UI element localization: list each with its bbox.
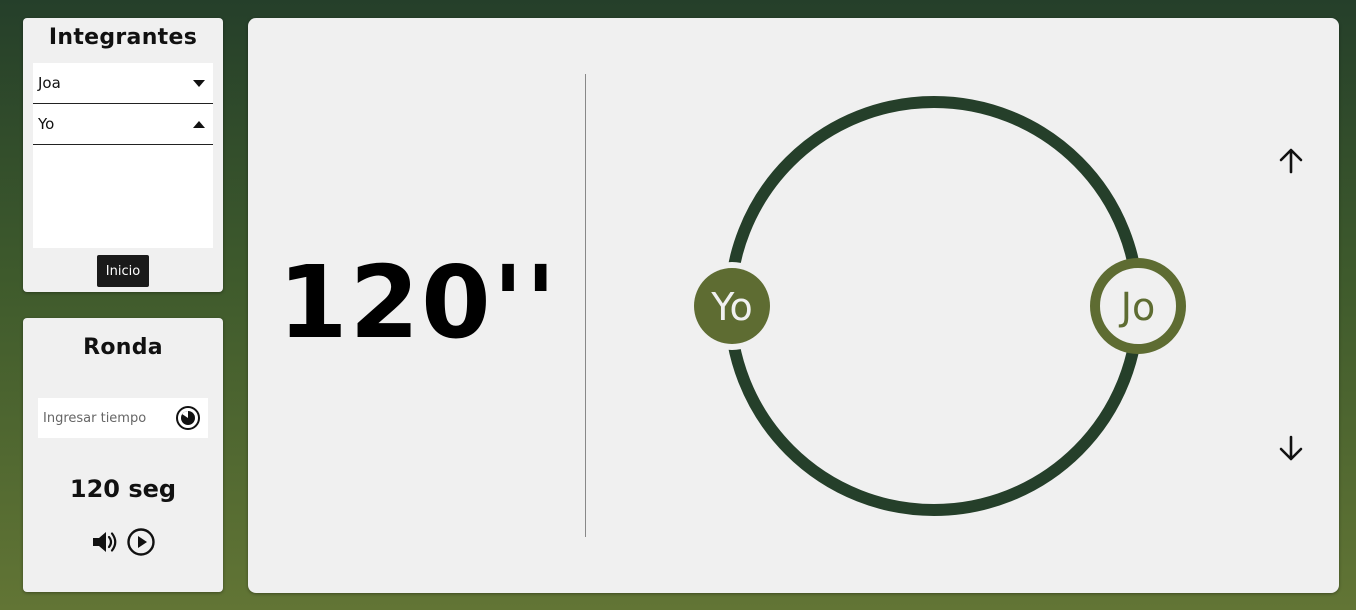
main-panel: 120'' Yo Jo (248, 18, 1339, 593)
round-panel: Ronda 120 seg (23, 318, 223, 592)
playback-controls (90, 527, 156, 557)
start-button[interactable]: Inicio (97, 255, 149, 287)
turn-circle: Yo Jo (688, 96, 1186, 516)
play-icon[interactable] (126, 527, 156, 557)
member-list: Joa Yo (33, 63, 213, 248)
time-input[interactable] (43, 410, 173, 426)
round-title: Ronda (83, 335, 163, 360)
time-input-wrapper (38, 398, 208, 438)
arrow-down-icon[interactable] (1276, 433, 1306, 463)
member-item[interactable]: Joa (33, 63, 213, 104)
participant-initials: Yo (710, 285, 752, 329)
round-seconds-label: 120 seg (69, 475, 177, 503)
turn-ring (724, 96, 1144, 516)
members-panel: Integrantes Joa Yo Inicio (23, 18, 223, 292)
participant-avatar-jo[interactable]: Jo (1090, 258, 1186, 354)
member-item[interactable]: Yo (33, 104, 213, 145)
countdown-display: 120'' (278, 244, 558, 361)
member-name: Yo (38, 115, 55, 133)
arrow-up-icon[interactable] (1276, 146, 1306, 176)
timer-icon[interactable] (175, 405, 201, 431)
vertical-divider (585, 74, 586, 537)
members-title: Integrantes (48, 25, 198, 50)
member-name: Joa (38, 74, 61, 92)
chevron-up-icon[interactable] (193, 120, 205, 128)
participant-avatar-yo[interactable]: Yo (688, 262, 776, 350)
volume-icon[interactable] (90, 527, 120, 557)
chevron-down-icon[interactable] (193, 79, 205, 87)
participant-initials: Jo (1119, 285, 1155, 329)
